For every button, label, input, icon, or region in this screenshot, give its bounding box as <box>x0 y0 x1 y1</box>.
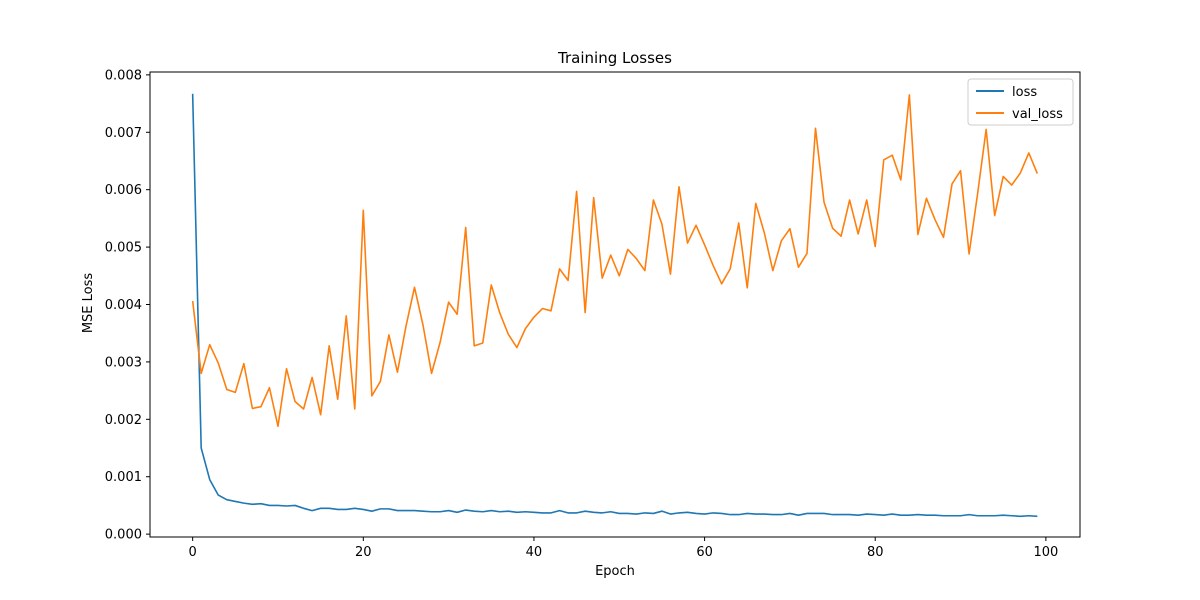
y-tick-label: 0.007 <box>105 126 142 141</box>
legend-label-val-loss: val_loss <box>1012 107 1063 122</box>
plot-frame <box>149 71 1081 538</box>
x-tick-label: 20 <box>355 545 372 560</box>
chart-title: Training Losses <box>557 49 672 67</box>
legend: loss val_loss <box>967 78 1074 126</box>
x-tick-label: 60 <box>696 545 713 560</box>
y-tick-label: 0.004 <box>105 298 142 313</box>
x-axis-label: Epoch <box>595 564 635 579</box>
y-tick-label: 0.001 <box>105 470 142 485</box>
legend-label-loss: loss <box>1012 85 1037 100</box>
series-line-loss <box>191 93 1038 518</box>
x-tick-label: 80 <box>867 545 884 560</box>
x-tick-label: 40 <box>526 545 543 560</box>
x-tick-label: 0 <box>189 545 197 560</box>
x-tick-label: 100 <box>1033 545 1058 560</box>
axis-ticks: 0 20 40 60 80 100 0.000 0.001 0.002 0.003 0.004 0.0… <box>105 68 1059 560</box>
y-tick-label: 0.002 <box>105 413 142 428</box>
y-tick-label: 0.005 <box>105 241 142 256</box>
y-tick-label: 0.006 <box>105 183 142 198</box>
plot-lines <box>191 93 1039 518</box>
y-tick-label: 0.000 <box>105 528 142 543</box>
series-line-val-loss <box>191 94 1039 428</box>
y-tick-label: 0.003 <box>105 355 142 370</box>
y-tick-label: 0.008 <box>105 68 142 83</box>
y-axis-label: MSE Loss <box>81 273 96 334</box>
